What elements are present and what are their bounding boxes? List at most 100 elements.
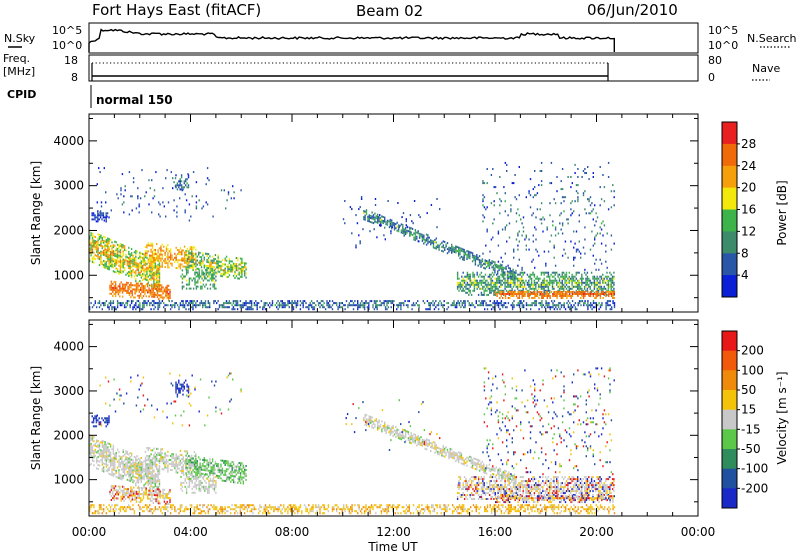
velocity-cell [143, 474, 145, 477]
power-cell [496, 295, 498, 297]
power-cell [147, 279, 149, 282]
power-cell [597, 277, 600, 280]
power-cell [593, 287, 596, 290]
power-cell [558, 277, 561, 280]
power-cell [108, 268, 110, 271]
power-cell [409, 232, 411, 235]
power-cell [602, 277, 604, 280]
power-cell [402, 212, 405, 215]
power-cell [128, 292, 131, 295]
power-cell [587, 166, 589, 168]
power-cell [497, 302, 500, 305]
velocity-cell [114, 473, 116, 476]
power-cell [186, 268, 189, 271]
power-cell [514, 279, 516, 282]
velocity-cell [94, 454, 96, 457]
power-cell [201, 273, 203, 276]
power-cell [499, 263, 502, 266]
power-cell [482, 285, 484, 288]
power-cell [158, 300, 161, 303]
power-cell [594, 306, 596, 309]
velocity-cell [174, 459, 176, 462]
power-cell [497, 266, 499, 269]
power-cell [418, 214, 420, 217]
power-cell [466, 277, 469, 280]
velocity-cell [167, 493, 170, 495]
power-cell [542, 279, 544, 282]
power-cell [515, 271, 517, 274]
power-cell [249, 308, 251, 311]
power-cell [506, 240, 508, 243]
power-cell [291, 302, 293, 305]
power-cell [561, 277, 563, 280]
power-cell [151, 252, 154, 255]
power-cell [121, 304, 123, 307]
power-cell [213, 285, 216, 288]
power-cell [508, 283, 510, 286]
power-cell [559, 290, 561, 293]
power-cell [216, 266, 218, 269]
power-cell [578, 300, 581, 303]
power-cell [567, 277, 569, 280]
power-cell [464, 306, 466, 309]
power-cell [123, 259, 126, 262]
power-cell [574, 302, 577, 305]
velocity-cell [131, 490, 133, 493]
power-cell [521, 268, 523, 271]
power-cell [564, 290, 567, 293]
power-cell [169, 297, 171, 299]
power-cell [561, 273, 563, 276]
power-cell [148, 287, 150, 290]
power-cell [344, 200, 346, 202]
power-cell [114, 260, 116, 263]
power-cell [216, 272, 218, 275]
power-cell [131, 195, 133, 198]
power-cell [592, 281, 594, 284]
velocity-cell [90, 439, 92, 441]
power-cell [567, 256, 569, 259]
power-cell [507, 277, 509, 280]
velocity-cell [94, 450, 96, 453]
power-cell [227, 276, 229, 278]
power-cell [167, 266, 169, 269]
velocity-cell [128, 496, 131, 499]
power-cell [391, 300, 394, 303]
power-cell [135, 266, 137, 268]
velocity-cell [136, 463, 138, 466]
velocity-cell [125, 456, 127, 459]
power-cell [179, 267, 182, 270]
power-cell [400, 229, 403, 232]
power-cell [119, 269, 122, 272]
power-cell [567, 295, 569, 297]
power-cell [581, 293, 583, 295]
power-cell [208, 179, 210, 182]
power-cell [181, 263, 183, 266]
power-cell [195, 248, 197, 251]
power-cell [482, 287, 484, 290]
power-cell [533, 275, 536, 278]
power-cell [598, 308, 600, 311]
power-cell [116, 260, 119, 262]
power-cell [567, 290, 569, 293]
power-cell [373, 302, 376, 305]
power-cell [588, 200, 590, 203]
power-cell [171, 262, 173, 265]
power-cell [596, 290, 599, 293]
power-cell [230, 264, 232, 267]
velocity-cell [156, 455, 158, 458]
power-cell [149, 260, 151, 263]
power-cell [141, 289, 143, 291]
power-cell [578, 289, 580, 292]
velocity-cell [158, 466, 161, 468]
power-cell [154, 302, 156, 305]
power-cell [539, 304, 542, 307]
power-cell [362, 304, 364, 307]
power-cell [150, 262, 152, 265]
velocity-cell [162, 490, 164, 493]
power-cell [597, 281, 600, 284]
velocity-cell [119, 463, 122, 466]
power-cell [438, 244, 440, 247]
velocity-cell [105, 451, 108, 454]
velocity-cell [130, 472, 133, 475]
power-cell [224, 273, 226, 276]
